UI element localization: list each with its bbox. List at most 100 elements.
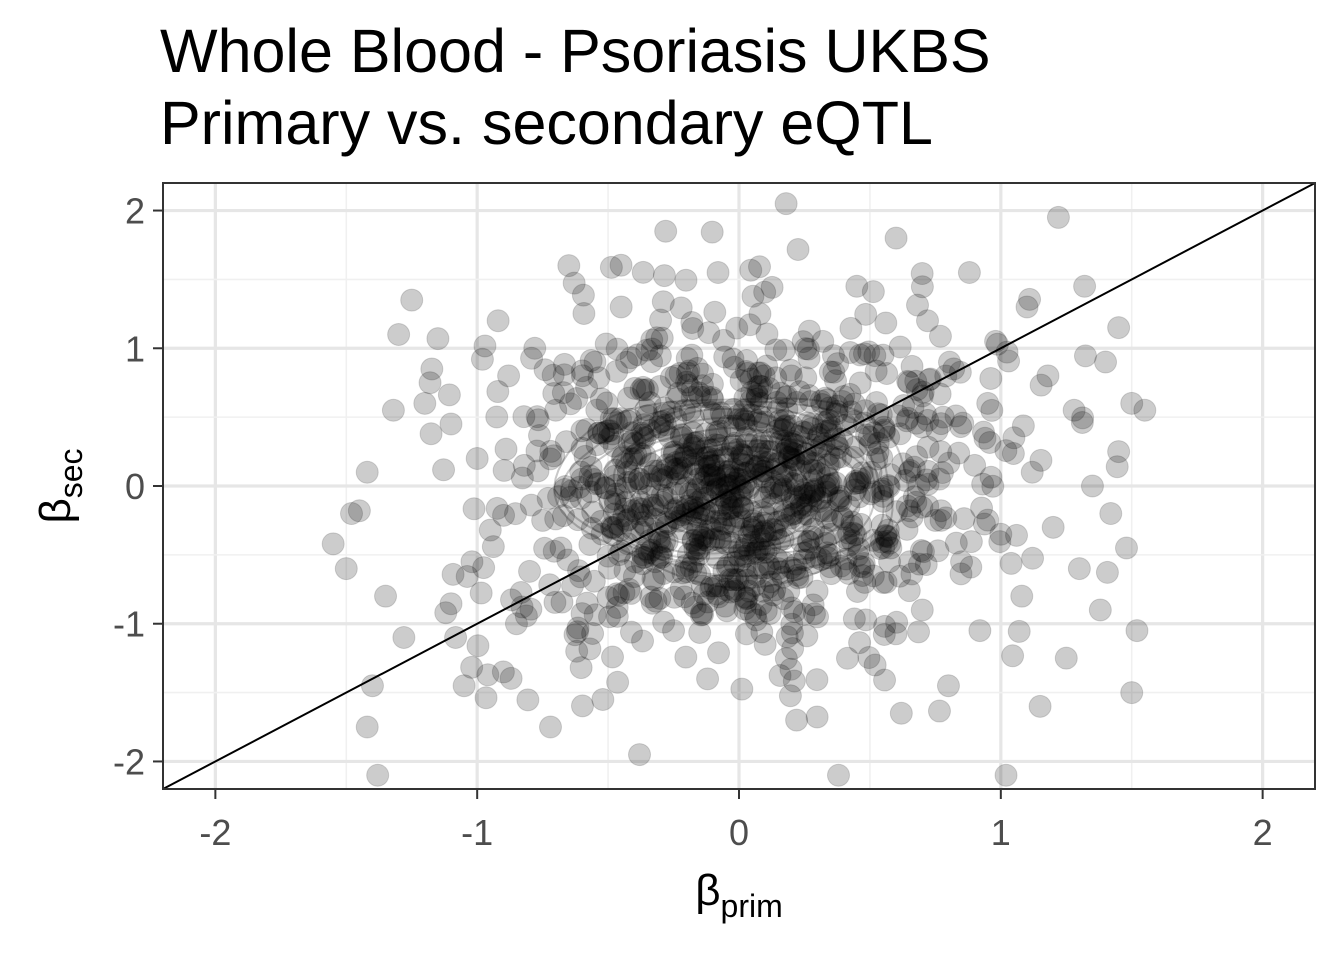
data-point — [825, 394, 849, 418]
data-point — [721, 433, 745, 457]
data-point — [631, 260, 655, 284]
data-point — [809, 547, 833, 571]
data-point — [573, 444, 597, 468]
data-point — [748, 442, 772, 466]
data-point — [649, 308, 673, 332]
data-point — [648, 344, 672, 368]
data-point — [923, 508, 947, 532]
data-point — [753, 280, 777, 304]
data-point — [695, 436, 719, 460]
data-point — [609, 295, 633, 319]
data-point — [726, 438, 750, 462]
data-point — [623, 431, 647, 455]
data-point — [653, 413, 677, 437]
data-point — [626, 343, 650, 367]
data-point — [606, 583, 630, 607]
data-point — [700, 385, 724, 409]
data-point — [808, 422, 832, 446]
data-point — [871, 343, 895, 367]
data-point — [773, 503, 797, 527]
data-point — [842, 521, 866, 545]
data-point — [803, 478, 827, 502]
data-point — [465, 446, 489, 470]
data-point — [790, 420, 814, 444]
data-point — [613, 559, 637, 583]
data-point — [765, 547, 789, 571]
data-point — [485, 496, 509, 520]
data-point — [900, 562, 924, 586]
data-point — [466, 634, 490, 658]
data-point — [859, 460, 883, 484]
data-point — [670, 456, 694, 480]
data-point — [865, 447, 889, 471]
data-point — [510, 466, 534, 490]
data-point — [826, 486, 850, 510]
data-point — [819, 522, 843, 546]
data-point — [613, 497, 637, 521]
data-point — [775, 384, 799, 408]
data-point — [752, 511, 776, 535]
data-point — [592, 420, 616, 444]
data-point — [744, 608, 768, 632]
data-point — [685, 539, 709, 563]
data-point — [916, 494, 940, 518]
data-point — [859, 482, 883, 506]
data-point — [807, 462, 831, 486]
data-point — [578, 464, 602, 488]
data-point — [1088, 598, 1112, 622]
data-point — [746, 361, 770, 385]
data-point — [849, 512, 873, 536]
data-point — [976, 391, 1000, 415]
data-point — [783, 501, 807, 525]
data-point — [680, 311, 704, 335]
data-point — [1021, 546, 1045, 570]
data-point — [739, 403, 763, 427]
data-point — [758, 601, 782, 625]
data-point — [926, 539, 950, 563]
data-point — [777, 579, 801, 603]
data-point — [759, 570, 783, 594]
data-point — [909, 539, 933, 563]
data-point — [340, 502, 364, 526]
data-point — [612, 504, 636, 528]
data-point — [606, 512, 630, 536]
data-point — [739, 600, 763, 624]
data-point — [742, 518, 766, 542]
data-point — [702, 402, 726, 426]
data-point — [874, 524, 898, 548]
data-point — [525, 405, 549, 429]
data-point — [650, 326, 674, 350]
data-point — [669, 423, 693, 447]
data-point — [518, 559, 542, 583]
data-point — [968, 619, 992, 643]
data-point — [492, 458, 516, 482]
data-point — [473, 334, 497, 358]
data-point — [626, 502, 650, 526]
data-point — [558, 485, 582, 509]
data-point — [825, 399, 849, 423]
data-point — [852, 555, 876, 579]
data-point — [734, 412, 758, 436]
data-point — [743, 574, 767, 598]
data-point — [897, 579, 921, 603]
data-point — [642, 568, 666, 592]
data-point — [723, 579, 747, 603]
data-point — [785, 563, 809, 587]
data-point — [587, 471, 611, 495]
data-point — [902, 455, 926, 479]
data-point — [581, 621, 605, 645]
data-point — [485, 405, 509, 429]
data-point — [810, 486, 834, 510]
data-point — [1133, 398, 1157, 422]
data-point — [652, 610, 676, 634]
data-point — [721, 495, 745, 519]
data-point — [947, 441, 971, 465]
data-point — [780, 487, 804, 511]
data-point — [1120, 681, 1144, 705]
data-point — [689, 603, 713, 627]
data-point — [680, 385, 704, 409]
data-point — [734, 425, 758, 449]
data-point — [604, 411, 628, 435]
data-point — [666, 472, 690, 496]
